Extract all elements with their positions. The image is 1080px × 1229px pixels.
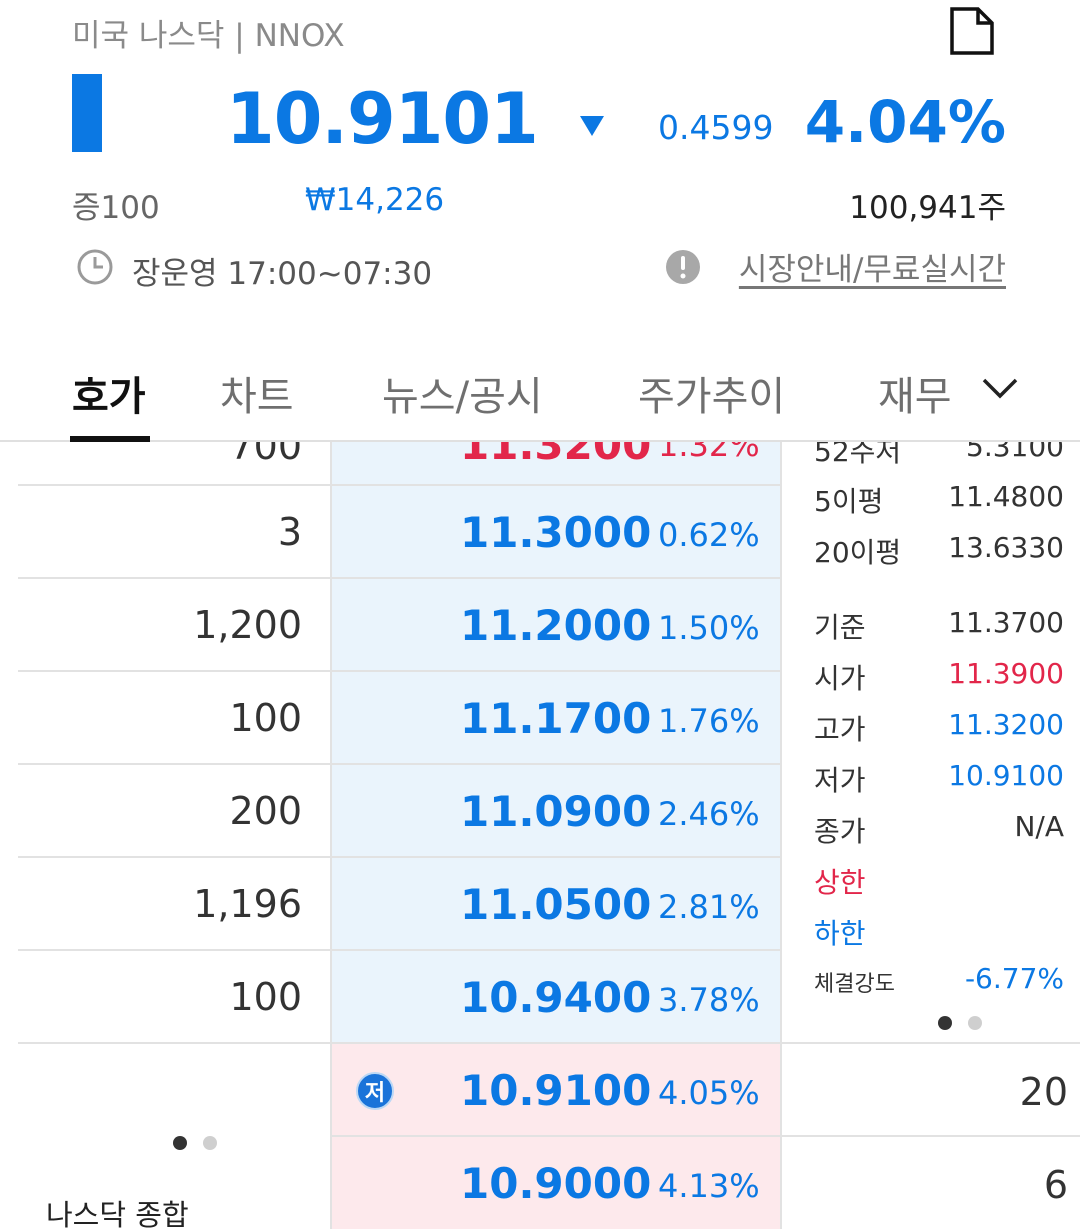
ask-pct: 3.78%: [658, 981, 760, 1019]
stat-upper-limit-label: 상한: [814, 866, 866, 899]
ask-pct-partial: 1.32%: [658, 442, 760, 464]
stat-52w-low-value: 5.3100: [966, 442, 1064, 463]
margin-rate-label: 증100: [72, 190, 160, 226]
stat-high-value: 11.3200: [948, 708, 1064, 741]
tab-orderbook[interactable]: 호가: [72, 374, 146, 420]
stat-ma5-label: 5이평: [814, 485, 884, 518]
ask-pct: 0.62%: [658, 516, 760, 554]
ask-price[interactable]: 11.0900: [460, 787, 652, 836]
row-divider: [18, 1042, 1080, 1044]
bid-price[interactable]: 10.9100: [460, 1066, 652, 1115]
clock-icon: [77, 249, 113, 285]
ask-price[interactable]: 11.1700: [460, 694, 652, 743]
low-price-badge: 저: [356, 1072, 394, 1110]
row-divider: [18, 577, 780, 579]
session-hours: 장운영 17:00~07:30: [132, 256, 433, 292]
row-divider: [18, 949, 780, 951]
stat-base-label: 기준: [814, 611, 866, 644]
ask-qty: 100: [229, 975, 302, 1019]
tabs-divider: [0, 440, 1080, 442]
ask-qty: 100: [229, 696, 302, 740]
market-ticker-line: 미국 나스닥 | NNOX: [72, 18, 345, 54]
column-divider: [330, 442, 332, 1229]
row-divider: [332, 1135, 1080, 1137]
tab-price-trend[interactable]: 주가추이: [638, 374, 786, 420]
bid-pct: 4.05%: [658, 1074, 760, 1112]
stat-strength-label: 체결강도: [814, 972, 895, 997]
stat-base-value: 11.3700: [948, 606, 1064, 639]
stat-close-label: 종가: [814, 815, 866, 848]
active-tab-indicator: [70, 436, 150, 442]
bid-qty: 20: [1019, 1070, 1068, 1114]
ask-pct: 1.76%: [658, 702, 760, 740]
ask-pct: 1.50%: [658, 609, 760, 647]
stat-open-value: 11.3900: [948, 657, 1064, 690]
info-icon[interactable]: [664, 248, 702, 286]
ask-price[interactable]: 11.2000: [460, 601, 652, 650]
stat-ma20-label: 20이평: [814, 536, 902, 569]
tab-chart[interactable]: 차트: [220, 374, 294, 420]
tab-news[interactable]: 뉴스/공시: [382, 374, 543, 420]
won-converted-price: ₩14,226: [305, 182, 445, 218]
stat-low-value: 10.9100: [948, 759, 1064, 792]
ask-price[interactable]: 11.3000: [460, 508, 652, 557]
stat-52w-low-label: 52주저: [814, 442, 902, 468]
ask-qty-partial: 700: [229, 442, 302, 468]
orderbook[interactable]: 700 11.3200 1.32% 3 11.3000 0.62% 1,200 …: [0, 442, 1080, 1229]
bid-pct: 4.13%: [658, 1167, 760, 1205]
chevron-down-icon[interactable]: [980, 374, 1020, 404]
ask-qty: 200: [229, 789, 302, 833]
ask-qty: 1,196: [193, 882, 302, 926]
bid-price[interactable]: 10.9000: [460, 1159, 652, 1208]
pager-dot[interactable]: [203, 1136, 217, 1150]
stats-pager-dot-active[interactable]: [938, 1016, 952, 1030]
trade-volume: 100,941주: [849, 190, 1006, 226]
row-divider: [18, 670, 780, 672]
ask-qty: 1,200: [193, 603, 302, 647]
document-icon[interactable]: [948, 6, 996, 56]
stat-ma5-value: 11.4800: [948, 480, 1064, 513]
ask-pct: 2.81%: [658, 888, 760, 926]
ask-price[interactable]: 11.0500: [460, 880, 652, 929]
stat-low-label: 저가: [814, 764, 866, 797]
stats-pager-dot[interactable]: [968, 1016, 982, 1030]
bid-qty: 6: [1043, 1163, 1068, 1207]
stat-high-label: 고가: [814, 713, 866, 746]
stat-close-value: N/A: [1014, 810, 1064, 843]
change-value: 0.4599: [658, 108, 774, 147]
row-divider: [18, 763, 780, 765]
stat-open-label: 시가: [814, 662, 866, 695]
ask-pct: 2.46%: [658, 795, 760, 833]
ask-price-partial[interactable]: 11.3200: [460, 442, 652, 469]
ask-price-column-bg: [332, 442, 780, 1044]
stat-lower-limit-label: 하한: [814, 917, 866, 950]
price-direction-bar: [72, 74, 102, 152]
stat-strength-value: -6.77%: [964, 962, 1064, 995]
ask-qty: 3: [277, 510, 302, 554]
change-rate: 4.04%: [804, 88, 1006, 156]
current-price: 10.9101: [226, 78, 539, 160]
down-triangle-icon: [580, 116, 604, 136]
column-divider: [780, 442, 782, 1044]
row-divider: [18, 856, 780, 858]
tab-financials[interactable]: 재무: [878, 374, 952, 420]
ask-price[interactable]: 10.9400: [460, 973, 652, 1022]
pager-dot-active[interactable]: [173, 1136, 187, 1150]
stat-ma20-value: 13.6330: [948, 531, 1064, 564]
market-guide-link[interactable]: 시장안내/무료실시간: [738, 252, 1006, 288]
row-divider: [18, 484, 780, 486]
index-label[interactable]: 나스닥 종합: [46, 1198, 189, 1229]
